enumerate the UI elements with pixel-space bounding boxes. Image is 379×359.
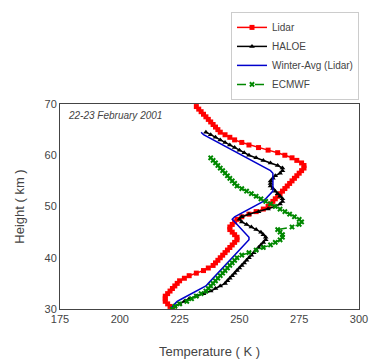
svg-text:Height ( km ): Height ( km ) (12, 169, 27, 243)
svg-text:Temperature ( K ): Temperature ( K ) (159, 344, 260, 359)
svg-text:HALOE: HALOE (272, 41, 306, 52)
svg-text:50: 50 (45, 200, 57, 212)
svg-text:60: 60 (45, 149, 57, 161)
svg-text:225: 225 (170, 313, 188, 325)
svg-text:70: 70 (45, 98, 57, 110)
svg-text:275: 275 (290, 313, 308, 325)
svg-text:Lidar: Lidar (272, 22, 295, 33)
svg-text:250: 250 (230, 313, 248, 325)
svg-text:Winter-Avg (Lidar): Winter-Avg (Lidar) (272, 60, 353, 71)
svg-text:175: 175 (51, 313, 69, 325)
svg-text:30: 30 (45, 303, 57, 315)
svg-text:200: 200 (111, 313, 129, 325)
svg-text:40: 40 (45, 252, 57, 264)
svg-text:ECMWF: ECMWF (272, 79, 310, 90)
svg-text:22-23 February 2001: 22-23 February 2001 (68, 110, 162, 121)
svg-text:300: 300 (350, 313, 368, 325)
